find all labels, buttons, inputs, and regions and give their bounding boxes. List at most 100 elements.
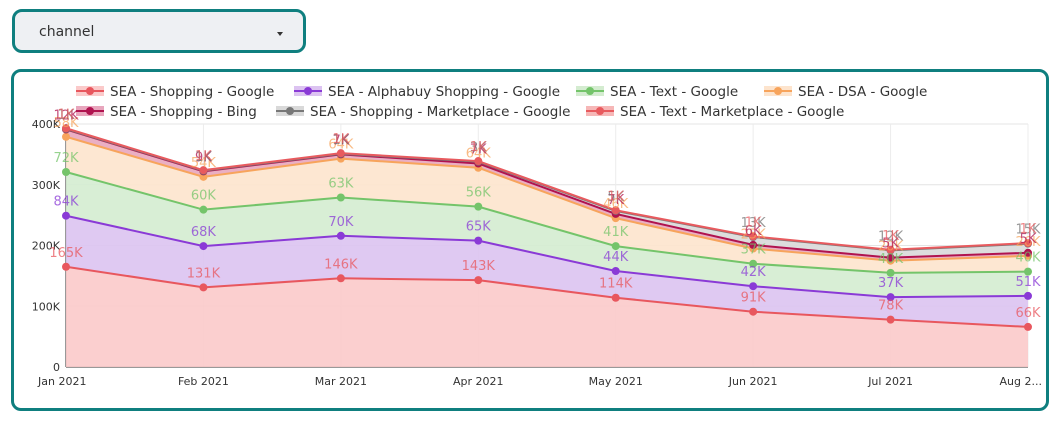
x-tick-label: Jun 2021 [728, 375, 778, 388]
legend-label: SEA - Text - Google [610, 84, 738, 100]
x-tick-label: Mar 2021 [315, 375, 367, 388]
x-tick-label: Aug 2... [1000, 375, 1042, 388]
point-series-2 [611, 267, 620, 276]
point-series-3 [1024, 267, 1032, 276]
point-series-7 [611, 206, 620, 215]
data-label: 1K [882, 229, 899, 244]
data-label: 165K [49, 246, 83, 261]
legend-swatch-marker [286, 107, 294, 115]
point-series-5 [1024, 248, 1032, 257]
data-label: 1K [332, 132, 349, 147]
area-series-1 [66, 266, 1028, 367]
legend-label: SEA - Shopping - Bing [110, 104, 257, 120]
data-label: 41K [603, 225, 629, 240]
point-series-4 [62, 132, 70, 141]
data-label: 42K [741, 265, 767, 280]
legend-label: SEA - Alphabuy Shopping - Google [328, 84, 560, 100]
point-series-7 [886, 245, 895, 254]
data-label: 60K [191, 189, 217, 204]
point-series-3 [611, 242, 620, 251]
line-series-3 [65, 171, 1029, 274]
data-label: 5K [882, 237, 899, 252]
data-label: 1K [745, 215, 762, 230]
data-label: 64K [466, 147, 492, 162]
y-tick-label: 300K [32, 179, 61, 192]
data-label: 65K [466, 220, 492, 235]
point-series-3 [749, 259, 758, 268]
stacked-area-chart: 0 100K 200K 300K 400K Jan 2021 Feb 2021 Mar 202… [32, 84, 1042, 388]
data-label: 25K [741, 228, 767, 243]
point-series-3 [336, 193, 345, 202]
legend-swatch-marker [86, 87, 94, 95]
data-label: 37K [741, 243, 767, 258]
data-label: 78K [878, 299, 904, 314]
point-series-7 [1024, 239, 1032, 248]
y-tick-label: 400K [32, 118, 61, 131]
x-tick-label: Feb 2021 [178, 375, 229, 388]
data-label: 5K [607, 190, 624, 205]
data-label: 51K [1015, 275, 1041, 290]
data-label: 1K [332, 133, 349, 148]
legend-swatch-marker [586, 87, 594, 95]
data-label: 40K [1015, 251, 1041, 266]
point-series-2 [1024, 291, 1032, 300]
data-label: 68K [191, 225, 217, 240]
point-series-1 [199, 283, 208, 292]
point-series-7 [62, 124, 70, 133]
data-label: 1K [58, 108, 75, 123]
channel-filter-dropdown[interactable]: channel [12, 9, 306, 53]
data-label: 114K [599, 277, 633, 292]
x-tick-label: Apr 2021 [453, 375, 504, 388]
line-series-4 [65, 135, 1029, 262]
data-label: 44K [603, 250, 629, 265]
data-label: 146K [324, 257, 358, 272]
data-label: 9K [195, 150, 212, 165]
data-label: 26K [1015, 235, 1041, 250]
data-label: 20K [878, 240, 904, 255]
point-series-1 [611, 293, 620, 302]
data-label: 91K [741, 291, 767, 306]
data-label: 66K [1015, 306, 1041, 321]
line-series-1 [65, 265, 1029, 328]
point-series-2 [474, 236, 483, 245]
y-tick-label: 100K [32, 300, 61, 313]
caret-down-icon [277, 32, 283, 36]
data-label: 58K [53, 116, 79, 131]
point-series-2 [336, 231, 345, 240]
y-tick-label: 0 [53, 361, 60, 374]
area-series-3 [66, 171, 1028, 298]
point-series-1 [336, 274, 345, 283]
area-series-4 [66, 136, 1028, 273]
point-series-2 [62, 211, 70, 220]
legend-label: SEA - Shopping - Google [110, 84, 274, 100]
data-label: 7K [470, 142, 487, 157]
data-label: 64K [328, 138, 354, 153]
point-series-7 [199, 166, 208, 175]
point-series-1 [1024, 322, 1032, 331]
data-label: 143K [462, 259, 496, 274]
data-label: 13K [741, 216, 767, 231]
data-label: 1K [607, 189, 624, 204]
data-label: 1K [1020, 222, 1037, 237]
legend-swatch-marker [304, 87, 312, 95]
legend-swatch-marker [596, 107, 604, 115]
point-series-3 [474, 202, 483, 211]
line-series-7 [65, 127, 1029, 251]
data-label: 7K [332, 133, 349, 148]
x-tick-label: Jan 2021 [37, 375, 86, 388]
data-label: 70K [328, 215, 354, 230]
point-series-3 [199, 205, 208, 214]
data-label: 84K [53, 195, 79, 210]
data-label: 40K [878, 252, 904, 267]
legend-swatch-marker [774, 87, 782, 95]
point-series-1 [62, 262, 70, 271]
data-label: 1K [58, 107, 75, 122]
x-tick-label: May 2021 [589, 375, 643, 388]
data-label: 7K [607, 193, 624, 208]
data-label: 54K [191, 156, 217, 171]
chart-panel: 0 100K 200K 300K 400K Jan 2021 Feb 2021 Mar 202… [11, 69, 1049, 411]
data-label: 131K [187, 266, 221, 281]
point-series-5 [749, 240, 758, 249]
point-series-3 [886, 268, 895, 277]
data-label: 63K [328, 177, 354, 192]
